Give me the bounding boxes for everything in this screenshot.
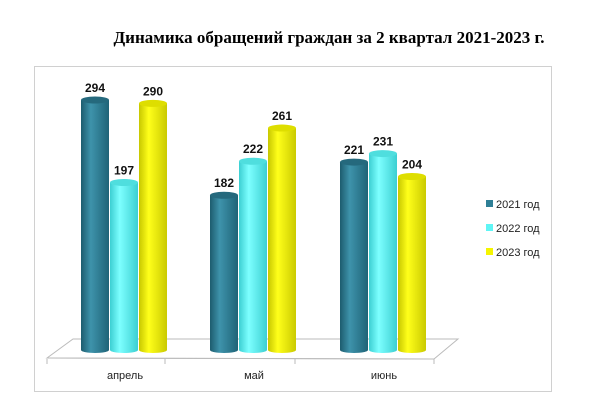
legend-swatch [486, 224, 493, 231]
data-label: 197 [114, 163, 134, 177]
legend-label: 2023 год [496, 247, 540, 259]
bar-base [81, 347, 109, 353]
legend-label: 2022 год [496, 223, 540, 235]
bar-top [268, 124, 296, 132]
bar-июнь-2021-год [340, 158, 368, 353]
legend-label: 2021 год [496, 199, 540, 211]
bar-апрель-2022-год [110, 178, 138, 353]
bar-body [210, 195, 238, 350]
bar-top [81, 96, 109, 104]
bar-top [239, 157, 267, 165]
legend-swatch [486, 248, 493, 255]
bar-body [139, 103, 167, 350]
bar-июнь-2023-год [398, 173, 426, 353]
bar-base [369, 347, 397, 353]
bar-body [340, 162, 368, 350]
bar-май-2021-год [210, 191, 238, 353]
bar-май-2022-год [239, 157, 267, 353]
bar-апрель-2023-год [139, 99, 167, 353]
bar-top [110, 178, 138, 186]
bar-body [398, 176, 426, 350]
bar-base [210, 347, 238, 353]
bar-base [340, 347, 368, 353]
bar-base [239, 347, 267, 353]
legend-item: 2021 год [486, 199, 540, 211]
bar-body [369, 153, 397, 350]
bar-body [110, 182, 138, 350]
data-label: 204 [402, 158, 422, 172]
chart-frame [34, 66, 552, 392]
legend-swatch [486, 200, 493, 207]
chart-title: Динамика обращений граждан за 2 квартал … [113, 28, 545, 47]
data-label: 221 [344, 143, 364, 157]
bar-top [340, 158, 368, 166]
bar-base [110, 347, 138, 353]
bar-base [139, 347, 167, 353]
data-label: 290 [143, 84, 163, 98]
bar-июнь-2022-год [369, 150, 397, 353]
bar-body [268, 128, 296, 350]
bar-top [398, 173, 426, 181]
bar-body [81, 100, 109, 350]
bar-top [139, 99, 167, 107]
bar-май-2023-год [268, 124, 296, 353]
bar-body [239, 161, 267, 350]
bar-апрель-2021-год [81, 96, 109, 353]
data-label: 222 [243, 142, 263, 156]
legend-item: 2023 год [486, 247, 540, 259]
category-label: май [244, 370, 264, 382]
data-label: 231 [373, 135, 393, 149]
legend-item: 2022 год [486, 223, 540, 235]
category-label: апрель [107, 370, 143, 382]
data-label: 261 [272, 109, 292, 123]
category-label: июнь [371, 370, 397, 382]
bar-top [210, 191, 238, 199]
bar-base [398, 347, 426, 353]
x-axis [46, 357, 435, 360]
bar-base [268, 347, 296, 353]
data-label: 182 [214, 176, 234, 190]
bar-top [369, 150, 397, 158]
data-label: 294 [85, 81, 105, 95]
